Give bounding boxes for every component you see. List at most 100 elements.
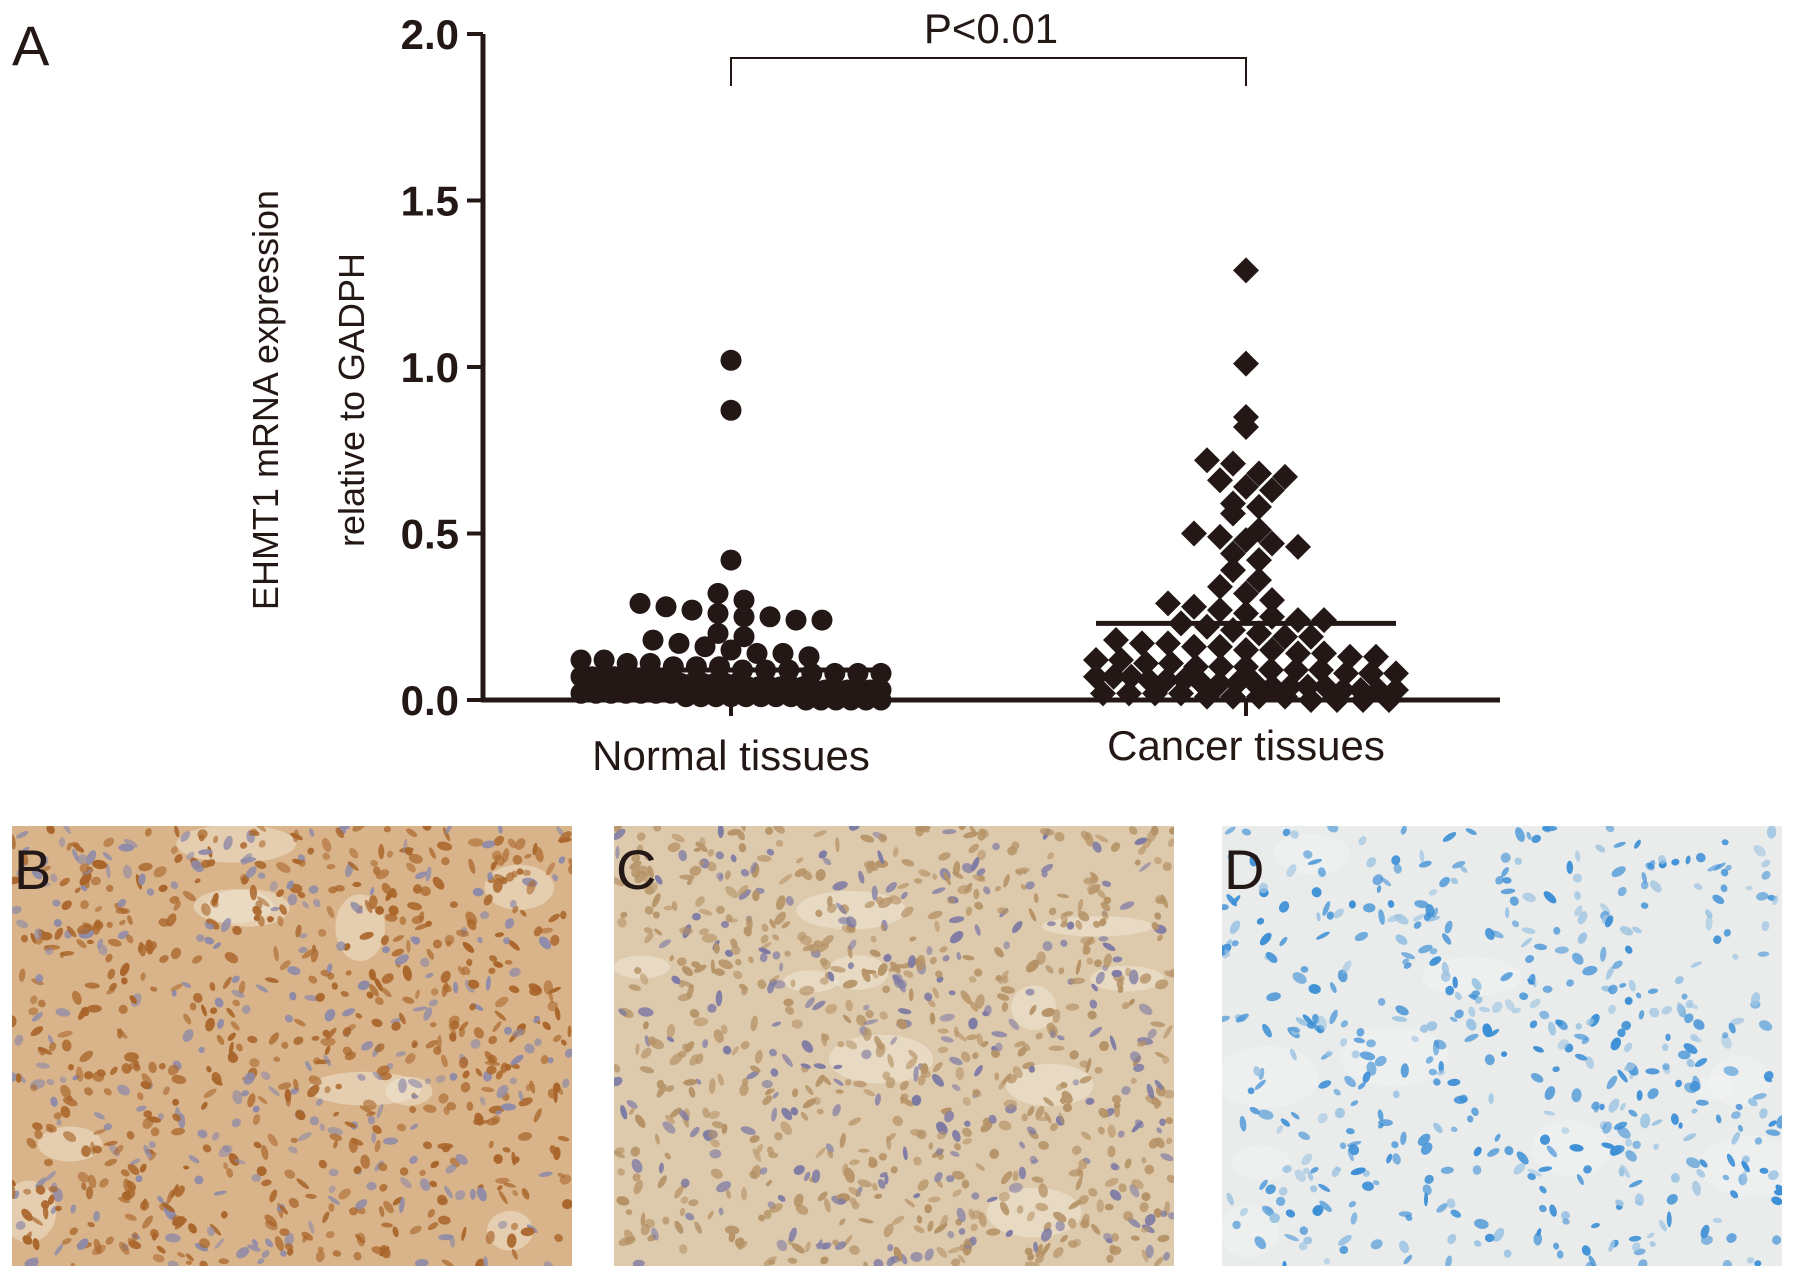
micrograph-nucleus — [1392, 1153, 1401, 1165]
micrograph-nucleus — [126, 1180, 137, 1191]
micrograph-nucleus — [50, 1096, 58, 1107]
micrograph-nucleus — [299, 933, 308, 939]
micrograph-nucleus — [769, 918, 776, 929]
micrograph-nucleus — [995, 974, 1002, 982]
data-point — [1194, 613, 1220, 640]
micrograph-nucleus — [1147, 1028, 1157, 1039]
micrograph-nucleus — [772, 934, 780, 941]
micrograph-nucleus — [494, 1010, 507, 1021]
micrograph-nucleus — [302, 901, 309, 909]
micrograph-nucleus — [1088, 1188, 1098, 1197]
micrograph-nucleus — [1666, 1211, 1672, 1228]
micrograph-nucleus — [1685, 855, 1691, 865]
micrograph-nucleus — [1423, 1192, 1429, 1207]
micrograph-nucleus — [629, 860, 642, 870]
micrograph-nucleus — [20, 934, 29, 943]
micrograph-nucleus — [396, 1123, 407, 1132]
micrograph-nucleus — [1712, 894, 1725, 905]
micrograph-nucleus — [969, 1001, 979, 1012]
micrograph-nucleus — [357, 1074, 366, 1081]
micrograph-nucleus — [710, 1139, 720, 1148]
micrograph-nucleus — [1775, 1184, 1782, 1196]
micrograph-nucleus — [29, 1216, 43, 1226]
micrograph-nucleus — [567, 1025, 572, 1038]
micrograph-nucleus — [1017, 1046, 1027, 1057]
micrograph-nucleus — [740, 1041, 750, 1050]
micrograph-nucleus — [1042, 941, 1053, 952]
data-point — [733, 589, 755, 611]
micrograph-nucleus — [759, 1167, 768, 1175]
micrograph-nucleus — [1048, 1045, 1065, 1052]
micrograph-nucleus — [1298, 1131, 1310, 1141]
micrograph-nucleus — [651, 1227, 659, 1241]
micrograph-nucleus — [693, 964, 707, 973]
micrograph-nucleus — [640, 1047, 652, 1059]
micrograph-nucleus — [973, 968, 983, 977]
micrograph-nucleus — [903, 970, 914, 978]
micrograph-nucleus — [1646, 1232, 1655, 1239]
micrograph-nucleus — [1391, 1141, 1399, 1149]
micrograph-nucleus — [825, 1143, 834, 1154]
micrograph-nucleus — [929, 956, 937, 965]
micrograph-nucleus — [342, 1046, 353, 1056]
micrograph-nucleus — [658, 1162, 664, 1174]
micrograph-nucleus — [965, 906, 972, 916]
micrograph-nucleus — [1262, 1023, 1272, 1038]
micrograph-nucleus — [680, 1196, 689, 1204]
data-point — [1118, 663, 1145, 690]
micrograph-nucleus — [948, 916, 965, 924]
micrograph-nucleus — [628, 1108, 635, 1115]
micrograph-nucleus — [1693, 883, 1703, 890]
micrograph-nucleus — [725, 914, 733, 923]
micrograph-nucleus — [778, 962, 784, 972]
micrograph-nucleus — [1635, 992, 1642, 999]
micrograph-nucleus — [1764, 1077, 1773, 1083]
micrograph-nucleus — [1495, 875, 1504, 885]
micrograph-nucleus — [203, 1088, 217, 1098]
micrograph-nucleus — [1096, 1199, 1105, 1213]
micrograph-nucleus — [772, 1091, 779, 1099]
micrograph-nucleus — [1423, 912, 1432, 921]
micrograph-nucleus — [206, 859, 216, 867]
micrograph-nucleus — [937, 1028, 949, 1034]
micrograph-nucleus — [436, 841, 453, 851]
micrograph-nucleus — [1575, 850, 1581, 862]
micrograph-nucleus — [1449, 1016, 1458, 1022]
micrograph-nucleus — [381, 973, 394, 984]
micrograph-nucleus — [438, 1215, 451, 1225]
micrograph-nucleus — [254, 860, 267, 869]
micrograph-nucleus — [316, 1098, 323, 1106]
micrograph-nucleus — [1168, 827, 1174, 835]
micrograph-nucleus — [669, 1107, 682, 1118]
micrograph-nucleus — [776, 1239, 788, 1252]
micrograph-nucleus — [552, 874, 559, 882]
micrograph-nucleus — [70, 1204, 77, 1214]
micrograph-nucleus — [399, 1197, 405, 1214]
micrograph-nucleus — [423, 1104, 437, 1113]
micrograph-nucleus — [525, 1083, 532, 1092]
micrograph-nucleus — [968, 1208, 975, 1220]
micrograph-nucleus — [1053, 1211, 1067, 1223]
micrograph-nucleus — [1552, 1066, 1560, 1073]
micrograph-nucleus — [214, 1238, 225, 1250]
micrograph-nucleus — [568, 857, 572, 869]
micrograph-nucleus — [245, 866, 257, 879]
micrograph-nucleus — [240, 842, 248, 849]
micrograph-nucleus — [994, 885, 1002, 892]
micrograph-nucleus — [630, 1146, 640, 1157]
micrograph-nucleus — [278, 1082, 292, 1090]
micrograph-nucleus — [1414, 900, 1429, 909]
micrograph-nucleus — [16, 919, 29, 929]
micrograph-nucleus — [832, 881, 848, 891]
micrograph-nucleus — [647, 1036, 657, 1046]
micrograph-nucleus — [409, 1155, 418, 1164]
micrograph-nucleus — [1471, 1107, 1479, 1116]
micrograph-nucleus — [1035, 1032, 1044, 1040]
micrograph-nucleus — [713, 943, 720, 954]
micrograph-nucleus — [483, 1256, 489, 1266]
micrograph-nucleus — [892, 974, 901, 982]
micrograph-nucleus — [143, 1110, 153, 1118]
micrograph-nucleus — [962, 1138, 973, 1145]
micrograph-nucleus — [1475, 996, 1483, 1004]
micrograph-nucleus — [707, 1003, 717, 1013]
